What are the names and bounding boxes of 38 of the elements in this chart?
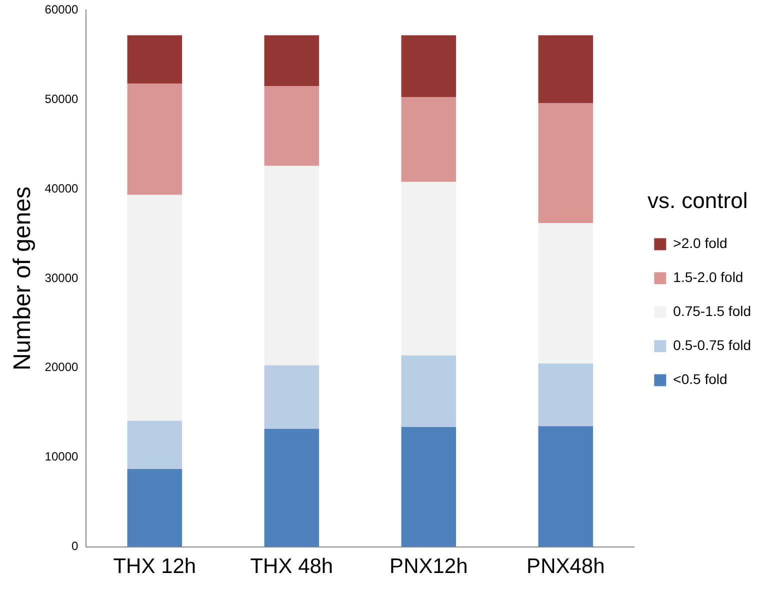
y-tick-label: 0	[71, 539, 78, 554]
y-tick-label: 30000	[44, 270, 78, 285]
bar	[401, 96, 456, 182]
bar	[538, 363, 594, 426]
bar	[401, 182, 456, 356]
bar	[401, 426, 456, 547]
bar	[538, 35, 594, 104]
x-tick-label: THX 48h	[250, 555, 334, 578]
bar	[538, 103, 594, 224]
bar	[127, 35, 182, 84]
bar	[127, 468, 182, 547]
legend-label: 1.5-2.0 fold	[673, 269, 744, 286]
x-tick-label: PNX12h	[390, 555, 468, 578]
bar	[127, 194, 182, 421]
x-tick-label: PNX48h	[526, 555, 605, 578]
bar	[127, 84, 182, 195]
bar	[264, 35, 320, 86]
bar	[401, 35, 456, 97]
legend-label: 0.75-1.5 fold	[673, 303, 752, 320]
x-tick-label: THX 12h	[113, 555, 196, 578]
bar	[264, 166, 320, 366]
y-tick-label: 20000	[44, 360, 78, 374]
bar	[538, 223, 594, 364]
legend-label: <0.5 fold	[673, 371, 728, 388]
legend-title: vs. control	[647, 188, 748, 213]
y-tick-label: 50000	[44, 92, 78, 106]
y-tick-label: 10000	[44, 450, 78, 464]
legend-label: >2.0 fold	[673, 235, 728, 252]
legend-label: 0.5-0.75 fold	[673, 337, 752, 354]
bar	[264, 428, 320, 547]
y-axis-title: Number of genes	[9, 186, 36, 371]
bar	[264, 365, 320, 429]
y-tick-label: 40000	[44, 181, 78, 196]
bar	[538, 426, 594, 547]
bar	[127, 420, 182, 469]
bar	[264, 86, 320, 166]
y-tick-label: 60000	[44, 2, 78, 17]
bar	[401, 355, 456, 427]
